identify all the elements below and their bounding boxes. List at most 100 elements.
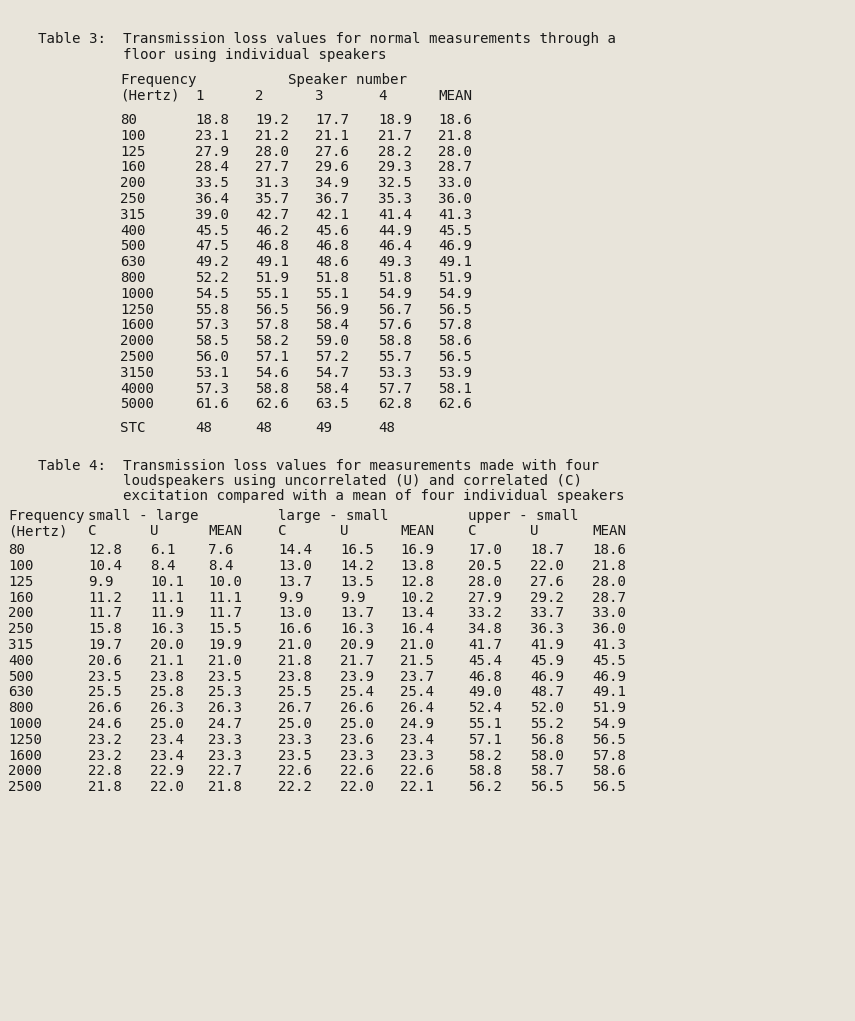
Text: 51.8: 51.8 <box>315 271 349 285</box>
Text: 4: 4 <box>378 89 386 103</box>
Text: 14.2: 14.2 <box>340 560 374 573</box>
Text: 23.3: 23.3 <box>340 748 374 763</box>
Text: 16.3: 16.3 <box>150 622 184 636</box>
Text: 20.6: 20.6 <box>88 653 122 668</box>
Text: 19.9: 19.9 <box>208 638 242 652</box>
Text: 5000: 5000 <box>120 397 154 411</box>
Text: 21.8: 21.8 <box>438 129 472 143</box>
Text: 8.4: 8.4 <box>208 560 233 573</box>
Text: 23.4: 23.4 <box>400 733 434 746</box>
Text: 11.2: 11.2 <box>88 590 122 604</box>
Text: 22.6: 22.6 <box>340 765 374 778</box>
Text: 10.4: 10.4 <box>88 560 122 573</box>
Text: 28.7: 28.7 <box>438 160 472 175</box>
Text: 46.9: 46.9 <box>530 670 564 684</box>
Text: 16.3: 16.3 <box>340 622 374 636</box>
Text: 21.0: 21.0 <box>208 653 242 668</box>
Text: 53.1: 53.1 <box>195 366 229 380</box>
Text: 160: 160 <box>120 160 145 175</box>
Text: 26.6: 26.6 <box>88 701 122 715</box>
Text: 6.1: 6.1 <box>150 543 175 557</box>
Text: 56.5: 56.5 <box>592 780 626 794</box>
Text: MEAN: MEAN <box>438 89 472 103</box>
Text: 39.0: 39.0 <box>195 208 229 222</box>
Text: MEAN: MEAN <box>592 524 626 538</box>
Text: 53.3: 53.3 <box>378 366 412 380</box>
Text: 27.9: 27.9 <box>468 590 502 604</box>
Text: 24.6: 24.6 <box>88 717 122 731</box>
Text: Speaker number: Speaker number <box>288 72 407 87</box>
Text: floor using individual speakers: floor using individual speakers <box>38 48 386 62</box>
Text: 315: 315 <box>120 208 145 222</box>
Text: U: U <box>530 524 539 538</box>
Text: 18.6: 18.6 <box>592 543 626 557</box>
Text: 28.0: 28.0 <box>255 145 289 158</box>
Text: 24.9: 24.9 <box>400 717 434 731</box>
Text: 23.4: 23.4 <box>150 733 184 746</box>
Text: 58.1: 58.1 <box>438 382 472 395</box>
Text: 33.5: 33.5 <box>195 177 229 190</box>
Text: large - small: large - small <box>278 509 388 523</box>
Text: 36.4: 36.4 <box>195 192 229 206</box>
Text: 56.5: 56.5 <box>255 302 289 317</box>
Text: 19.2: 19.2 <box>255 113 289 127</box>
Text: 11.7: 11.7 <box>208 606 242 621</box>
Text: 1250: 1250 <box>120 302 154 317</box>
Text: 22.0: 22.0 <box>530 560 564 573</box>
Text: U: U <box>340 524 349 538</box>
Text: 26.3: 26.3 <box>208 701 242 715</box>
Text: 49.1: 49.1 <box>255 255 289 270</box>
Text: 56.5: 56.5 <box>438 302 472 317</box>
Text: 29.3: 29.3 <box>378 160 412 175</box>
Text: 800: 800 <box>8 701 33 715</box>
Text: 24.7: 24.7 <box>208 717 242 731</box>
Text: 45.5: 45.5 <box>592 653 626 668</box>
Text: 58.8: 58.8 <box>255 382 289 395</box>
Text: 26.4: 26.4 <box>400 701 434 715</box>
Text: 13.7: 13.7 <box>340 606 374 621</box>
Text: 41.3: 41.3 <box>592 638 626 652</box>
Text: 62.6: 62.6 <box>255 397 289 411</box>
Text: 4000: 4000 <box>120 382 154 395</box>
Text: 16.4: 16.4 <box>400 622 434 636</box>
Text: 58.7: 58.7 <box>530 765 564 778</box>
Text: 48: 48 <box>195 422 212 435</box>
Text: 58.5: 58.5 <box>195 334 229 348</box>
Text: 55.1: 55.1 <box>315 287 349 301</box>
Text: 26.6: 26.6 <box>340 701 374 715</box>
Text: 8.4: 8.4 <box>150 560 175 573</box>
Text: 52.0: 52.0 <box>530 701 564 715</box>
Text: 54.9: 54.9 <box>592 717 626 731</box>
Text: 29.2: 29.2 <box>530 590 564 604</box>
Text: 28.0: 28.0 <box>592 575 626 589</box>
Text: Table 4:  Transmission loss values for measurements made with four: Table 4: Transmission loss values for me… <box>38 459 599 473</box>
Text: 45.5: 45.5 <box>195 224 229 238</box>
Text: 12.8: 12.8 <box>88 543 122 557</box>
Text: 13.0: 13.0 <box>278 606 312 621</box>
Text: 58.6: 58.6 <box>438 334 472 348</box>
Text: 21.1: 21.1 <box>150 653 184 668</box>
Text: 1000: 1000 <box>8 717 42 731</box>
Text: 2: 2 <box>255 89 263 103</box>
Text: 25.8: 25.8 <box>150 685 184 699</box>
Text: 28.4: 28.4 <box>195 160 229 175</box>
Text: 23.3: 23.3 <box>208 748 242 763</box>
Text: 21.7: 21.7 <box>378 129 412 143</box>
Text: 54.5: 54.5 <box>195 287 229 301</box>
Text: 27.7: 27.7 <box>255 160 289 175</box>
Text: 59.0: 59.0 <box>315 334 349 348</box>
Text: 57.3: 57.3 <box>195 319 229 333</box>
Text: 51.9: 51.9 <box>438 271 472 285</box>
Text: 51.9: 51.9 <box>592 701 626 715</box>
Text: 13.0: 13.0 <box>278 560 312 573</box>
Text: C: C <box>278 524 286 538</box>
Text: 16.6: 16.6 <box>278 622 312 636</box>
Text: 23.3: 23.3 <box>400 748 434 763</box>
Text: 21.5: 21.5 <box>400 653 434 668</box>
Text: 28.2: 28.2 <box>378 145 412 158</box>
Text: 56.7: 56.7 <box>378 302 412 317</box>
Text: 32.5: 32.5 <box>378 177 412 190</box>
Text: 54.6: 54.6 <box>255 366 289 380</box>
Text: 21.7: 21.7 <box>340 653 374 668</box>
Text: 34.9: 34.9 <box>315 177 349 190</box>
